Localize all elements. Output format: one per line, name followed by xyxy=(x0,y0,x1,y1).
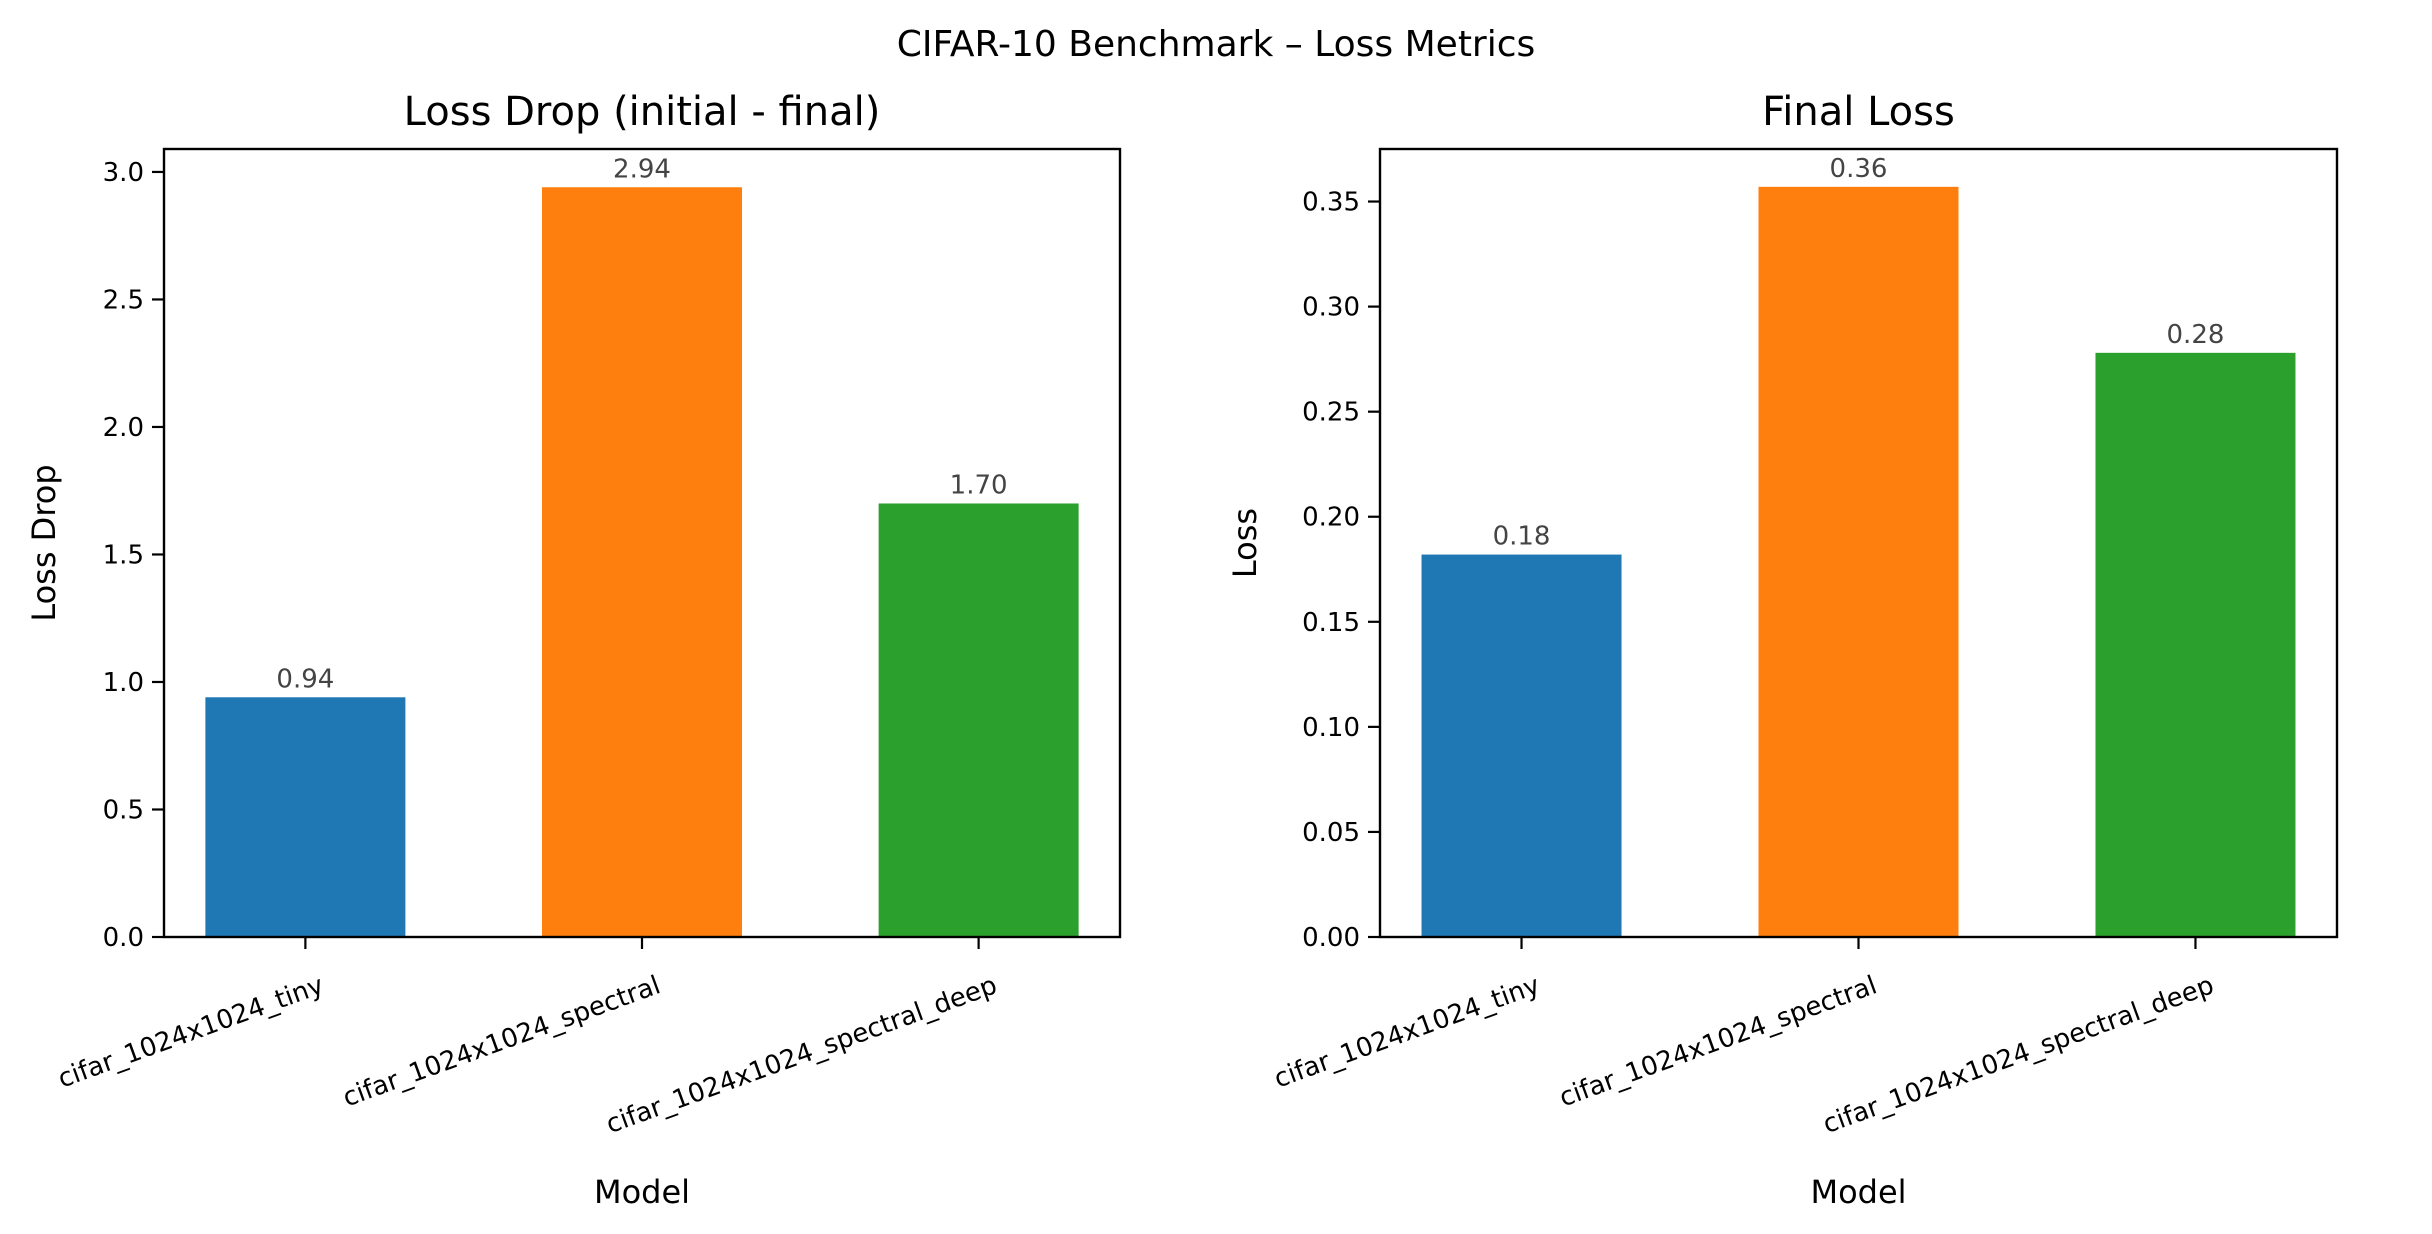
bar-cifar_1024x1024_spectral_deep xyxy=(878,503,1079,937)
y-tick-label: 1.0 xyxy=(103,668,144,698)
x-axis-label: Model xyxy=(594,1173,690,1211)
bar-cifar_1024x1024_tiny xyxy=(1421,554,1622,937)
y-tick-label: 1.5 xyxy=(103,540,144,570)
y-tick-label: 0.20 xyxy=(1302,503,1360,533)
y-axis-label: Loss xyxy=(1226,508,1264,578)
y-tick-label: 0.0 xyxy=(103,923,144,953)
y-tick-label: 0.25 xyxy=(1302,398,1360,428)
y-tick-label: 0.00 xyxy=(1302,923,1360,953)
y-tick-label: 2.0 xyxy=(103,413,144,443)
figure-title: CIFAR-10 Benchmark – Loss Metrics xyxy=(897,24,1536,65)
y-tick-label: 2.5 xyxy=(103,285,144,315)
panel-title: Loss Drop (initial - final) xyxy=(404,89,881,135)
bar-value-label: 0.94 xyxy=(276,664,334,694)
y-tick-label: 0.15 xyxy=(1302,608,1360,638)
panel-title: Final Loss xyxy=(1762,89,1955,135)
bar-cifar_1024x1024_spectral_deep xyxy=(2095,352,2296,937)
x-axis-label: Model xyxy=(1810,1173,1906,1211)
y-tick-label: 3.0 xyxy=(103,158,144,188)
bar-value-label: 0.36 xyxy=(1830,154,1888,184)
bar-cifar_1024x1024_spectral xyxy=(542,187,742,937)
y-tick-label: 0.5 xyxy=(103,795,144,825)
bar-value-label: 0.18 xyxy=(1493,522,1551,552)
y-axis-label: Loss Drop xyxy=(25,464,63,621)
y-tick-label: 0.10 xyxy=(1302,713,1360,743)
bar-cifar_1024x1024_spectral xyxy=(1758,186,1959,938)
bar-value-label: 0.28 xyxy=(2167,320,2225,350)
bar-value-label: 2.94 xyxy=(613,154,671,184)
y-tick-label: 0.05 xyxy=(1302,818,1360,848)
bar-value-label: 1.70 xyxy=(950,470,1008,500)
y-tick-label: 0.35 xyxy=(1302,188,1360,218)
y-tick-label: 0.30 xyxy=(1302,293,1360,323)
bar-cifar_1024x1024_tiny xyxy=(205,697,406,937)
